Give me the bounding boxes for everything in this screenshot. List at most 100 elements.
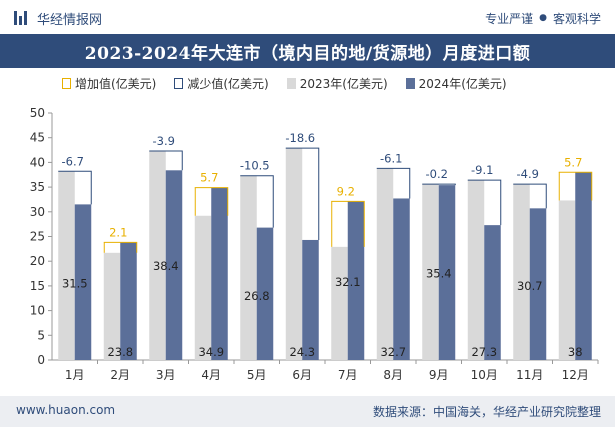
- change-label: -18.6: [285, 131, 315, 145]
- value-label-2024: 23.8: [107, 345, 133, 359]
- bar-2023: [149, 151, 166, 360]
- change-label: -6.7: [62, 154, 84, 168]
- increase-bracket: [103, 241, 138, 253]
- change-label: -9.1: [471, 163, 493, 177]
- y-tick-label: 45: [30, 131, 45, 145]
- chart-legend: 增加值(亿美元) 减少值(亿美元) 2023年(亿美元) 2024年(亿美元): [62, 74, 507, 92]
- change-label: -4.9: [517, 167, 539, 181]
- x-tick-label: 6月: [292, 368, 312, 382]
- bar-2023: [103, 252, 121, 360]
- bar-2024: [438, 185, 456, 360]
- top-header: 华经情报网 专业严谨 ● 客观科学: [0, 0, 615, 34]
- brand-name: 华经情报网: [37, 12, 103, 28]
- legend-increase-swatch: [62, 77, 71, 89]
- bar-2023: [513, 184, 530, 360]
- bar-2023: [331, 246, 348, 360]
- change-label: 2.1: [109, 225, 127, 239]
- legend-increase: 增加值(亿美元): [62, 75, 156, 92]
- legend-2024: 2024年(亿美元): [405, 75, 507, 92]
- value-label-2024: 31.5: [62, 276, 88, 290]
- y-tick-label: 50: [30, 106, 45, 120]
- footer: www.huaon.com 数据来源：中国海关，华经产业研究院整理: [0, 396, 615, 427]
- change-label: 5.7: [564, 155, 582, 169]
- chart-title: 2023-2024年大连市（境内目的地/货源地）月度进口额: [0, 34, 615, 68]
- bar-2024: [74, 204, 92, 360]
- value-label-2024: 32.7: [380, 345, 406, 359]
- bar-2024: [256, 227, 274, 360]
- bar-2024: [211, 187, 228, 360]
- x-tick-label: 4月: [201, 368, 221, 382]
- bar-2023: [467, 180, 485, 360]
- brand[interactable]: 华经情报网: [14, 9, 103, 28]
- x-tick-label: 8月: [383, 368, 403, 382]
- change-label: 5.7: [200, 171, 218, 185]
- bar-2024: [165, 170, 183, 360]
- legend-2023-label: 2023年(亿美元): [299, 76, 388, 91]
- y-tick-label: 5: [37, 328, 45, 342]
- bar-2023: [376, 168, 394, 360]
- increase-bracket: [558, 171, 593, 201]
- x-tick-label: 9月: [429, 368, 449, 382]
- bar-2024: [575, 172, 592, 360]
- bar-2024: [393, 198, 410, 360]
- bar-2023: [194, 215, 212, 360]
- bar-2023: [240, 175, 257, 360]
- value-label-2024: 27.3: [471, 345, 497, 359]
- y-tick-label: 40: [30, 155, 45, 169]
- change-label: 9.2: [337, 184, 355, 198]
- decrease-bracket: [376, 167, 411, 199]
- decrease-bracket: [149, 150, 183, 171]
- brand-logo-icon: [14, 11, 30, 25]
- tagline-right: 客观科学: [552, 11, 601, 26]
- bar-2023: [285, 148, 303, 360]
- y-tick-label: 25: [30, 230, 45, 244]
- legend-2024-swatch: [405, 77, 415, 89]
- x-tick-label: 12月: [562, 368, 589, 382]
- y-tick-label: 10: [30, 304, 45, 318]
- legend-2023: 2023年(亿美元): [286, 75, 388, 92]
- change-label: -0.2: [426, 167, 448, 181]
- decrease-bracket: [58, 170, 92, 205]
- value-label-2024: 38.4: [153, 259, 179, 273]
- legend-2023-swatch: [286, 77, 296, 89]
- tagline: 专业严谨 ● 客观科学: [485, 9, 601, 27]
- value-label-2024: 24.3: [289, 345, 315, 359]
- bar-chart: 0 5 10 15 20 25 30 35 40 45 50 1月 -6.7 31.5 2月 2.1 23.8 3…: [30, 106, 599, 382]
- y-tick-label: 35: [30, 180, 45, 194]
- x-tick-label: 11月: [516, 368, 543, 382]
- decrease-bracket: [467, 179, 502, 226]
- x-tick-label: 10月: [471, 368, 498, 382]
- footer-source: 数据来源：中国海关，华经产业研究院整理: [372, 405, 601, 419]
- footer-url[interactable]: www.huaon.com: [16, 403, 116, 417]
- decrease-bracket: [422, 183, 456, 186]
- x-tick-label: 7月: [338, 368, 358, 382]
- value-label-2024: 34.9: [198, 345, 224, 359]
- bar-2023: [422, 184, 439, 360]
- bar-2024: [347, 201, 365, 360]
- value-label-2024: 35.4: [426, 267, 452, 281]
- dot-separator-icon: ●: [539, 13, 547, 23]
- y-tick-label: 15: [30, 279, 45, 293]
- decrease-bracket: [285, 147, 320, 240]
- value-label-2024: 32.1: [335, 275, 361, 289]
- bar-2024: [302, 239, 319, 360]
- change-label: -6.1: [380, 151, 402, 165]
- y-tick-label: 20: [30, 254, 45, 268]
- legend-2024-label: 2024年(亿美元): [418, 76, 507, 91]
- increase-bracket: [194, 187, 229, 216]
- change-label: -3.9: [153, 134, 175, 148]
- y-tick-label: 0: [37, 353, 45, 367]
- x-tick-label: 3月: [156, 368, 176, 382]
- x-tick-label: 2月: [110, 368, 130, 382]
- value-label-2024: 38: [568, 345, 583, 359]
- legend-decrease-swatch: [174, 77, 184, 89]
- value-label-2024: 26.8: [244, 289, 270, 303]
- change-label: -10.5: [240, 159, 270, 173]
- y-tick-label: 30: [30, 205, 45, 219]
- tagline-left: 专业严谨: [485, 11, 534, 26]
- x-tick-label: 5月: [247, 368, 267, 382]
- legend-decrease: 减少值(亿美元): [174, 75, 269, 92]
- increase-bracket: [331, 200, 365, 247]
- x-tick-label: 1月: [65, 368, 85, 382]
- bar-2023: [58, 171, 75, 360]
